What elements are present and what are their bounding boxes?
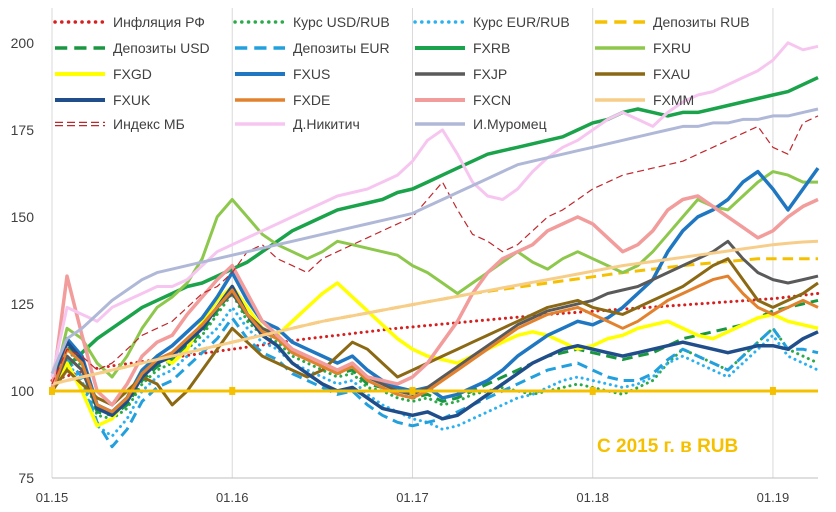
legend-label: FXRB [473,40,510,56]
series-fxru [50,170,818,392]
series-fxus [50,167,820,414]
y-tick-label: 75 [18,470,34,486]
series-депозиты-usd [50,288,819,417]
legend-label: FXMM [653,92,694,108]
x-tick-label: 01.17 [396,490,429,505]
legend-label: Депозиты USD [113,40,210,56]
legend-item-fxgd: FXGD [55,66,152,82]
series-fxcn [50,194,819,407]
legend-label: Курс EUR/RUB [473,14,570,30]
series-fxuk [50,284,819,421]
baseline-marker [49,386,55,395]
legend-item-депозиты-rub: Депозиты RUB [595,14,750,30]
series-курс-usd-rub [50,292,820,421]
legend-label: FXJP [473,66,507,82]
grid [51,8,818,479]
series-fxmm [51,239,819,386]
legend-item-депозиты-usd: Депозиты USD [55,40,210,56]
x-axis: 01.15 01.16 01.17 01.18 01.19 [36,490,789,505]
series-и-муромец [50,107,819,375]
legend-item-fxmm: FXMM [595,92,694,108]
legend-item-индекс-мб: Индекс МБ [55,116,185,132]
chart-annotation: С 2015 г. в RUB [597,436,738,457]
y-tick-label: 200 [11,35,35,51]
legend: Инфляция РФ Курс USD/RUB Курс EUR/RUB Депоз… [53,14,750,132]
series-fxde [50,274,819,414]
legend-label: Курс USD/RUB [293,14,390,30]
legend-item-fxcn: FXCN [415,92,511,108]
legend-item-депозиты-eur: Депозиты EUR [235,40,390,56]
legend-label: FXRU [653,40,691,56]
baseline-marker [769,386,776,395]
legend-item-fxus: FXUS [235,66,330,82]
legend-item-д-никитич: Д.Никитич [235,116,360,132]
y-tick-label: 150 [11,209,35,225]
series-layer [50,41,820,449]
legend-label: FXDE [293,92,330,108]
legend-item-fxuk: FXUK [55,92,151,108]
legend-item-инфляция-рф: Инфляция РФ [53,14,205,30]
legend-item-курс-eur-rub: Курс EUR/RUB [413,14,570,30]
legend-item-fxde: FXDE [235,92,330,108]
legend-label: FXCN [473,92,511,108]
baseline-marker [409,386,416,395]
x-tick-label: 01.15 [36,490,69,505]
baseline [49,386,818,395]
legend-label: FXGD [113,66,152,82]
legend-item-курс-usd-rub: Курс USD/RUB [233,14,390,30]
baseline-marker [589,386,596,395]
series-инфляция-рф [50,292,820,382]
series-депозиты-rub [51,257,818,386]
legend-item-fxru: FXRU [595,40,691,56]
series-индекс-мб [51,115,819,385]
legend-item-и-муромец: И.Муромец [415,116,547,132]
x-tick-label: 01.19 [757,490,790,505]
x-tick-label: 01.18 [576,490,609,505]
legend-label: FXUK [113,92,151,108]
y-tick-label: 100 [11,383,35,399]
legend-label: Инфляция РФ [113,14,205,30]
y-tick-label: 125 [11,296,35,312]
x-tick-label: 01.16 [216,490,249,505]
y-tick-label: 175 [11,122,35,138]
series-fxau [50,257,819,407]
legend-label: И.Муромец [473,116,547,132]
baseline-marker [229,386,236,395]
legend-item-fxau: FXAU [595,66,690,82]
series-депозиты-eur [50,316,819,449]
legend-label: FXAU [653,66,690,82]
legend-label: Д.Никитич [293,116,360,132]
y-axis: 75 100 125 150 175 200 [11,35,35,486]
legend-label: FXUS [293,66,330,82]
series-fxgd [50,281,819,428]
legend-item-fxrb: FXRB [415,40,510,56]
legend-item-fxjp: FXJP [415,66,507,82]
legend-label: Депозиты EUR [293,40,390,56]
series-д-никитич [50,41,819,378]
legend-label: Индекс МБ [113,116,185,132]
legend-label: Депозиты RUB [653,14,750,30]
